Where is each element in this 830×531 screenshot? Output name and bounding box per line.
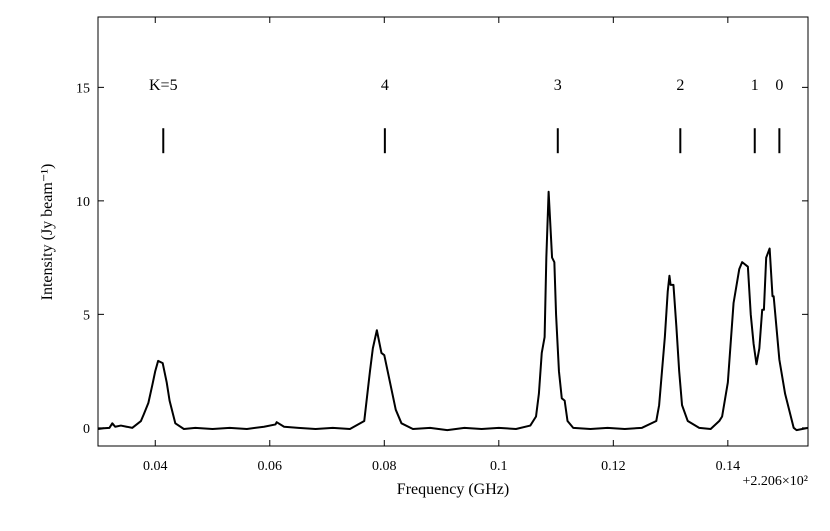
x-tick-label: 0.14 bbox=[716, 459, 741, 474]
x-tick-label: 0.08 bbox=[372, 459, 397, 474]
k-label: 2 bbox=[676, 77, 684, 94]
k-label: 3 bbox=[554, 77, 562, 94]
x-axis-label: Frequency (GHz) bbox=[397, 481, 509, 498]
offset-label: +2.206×10² bbox=[743, 474, 809, 489]
y-tick-label: 10 bbox=[76, 195, 90, 210]
plot-frame bbox=[97, 16, 809, 447]
k-label: 0 bbox=[775, 77, 783, 94]
k-label: 4 bbox=[381, 77, 389, 94]
x-tick-label: 0.04 bbox=[143, 459, 168, 474]
y-tick-label: 5 bbox=[83, 308, 90, 323]
k-label: 1 bbox=[751, 77, 759, 94]
k-label: K=5 bbox=[149, 77, 178, 94]
y-tick-label: 15 bbox=[76, 81, 90, 96]
y-tick-label: 0 bbox=[83, 422, 90, 437]
x-tick-label: 0.1 bbox=[490, 459, 508, 474]
y-axis-label: Intensity (Jy beam⁻¹) bbox=[39, 164, 56, 301]
spectrum-line bbox=[97, 190, 809, 432]
x-tick-label: 0.12 bbox=[601, 459, 626, 474]
x-tick-label: 0.06 bbox=[258, 459, 283, 474]
